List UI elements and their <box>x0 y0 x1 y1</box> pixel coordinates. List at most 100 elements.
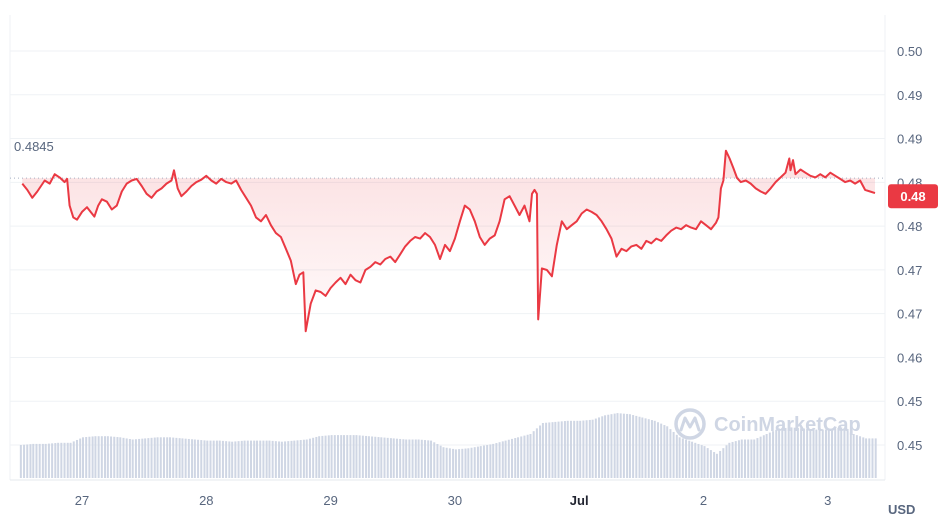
volume-bar <box>35 443 38 478</box>
volume-bar <box>454 449 457 478</box>
volume-bar <box>607 414 610 478</box>
volume-bar <box>218 440 221 478</box>
volume-bar <box>175 437 178 478</box>
volume-bar <box>541 423 544 478</box>
volume-bar <box>181 438 184 478</box>
volume-bar <box>706 448 709 478</box>
volume-bar <box>280 441 283 478</box>
volume-bar <box>430 440 433 478</box>
volume-bar <box>573 420 576 478</box>
volume-bar <box>305 439 308 478</box>
volume-bar <box>622 413 625 478</box>
volume-bar <box>88 436 91 478</box>
price-area-down <box>22 150 876 332</box>
x-tick-label: 29 <box>323 493 337 508</box>
volume-bar <box>700 445 703 478</box>
volume-bar <box>476 446 479 478</box>
volume-bar <box>604 415 607 478</box>
volume-bar <box>75 439 78 478</box>
volume-bar <box>834 428 837 478</box>
volume-bar <box>598 417 601 478</box>
volume-bar <box>23 444 26 478</box>
y-tick-label: 0.50 <box>897 44 922 59</box>
volume-bar <box>91 436 94 478</box>
volume-bar <box>203 440 206 478</box>
volume-bar <box>638 416 641 478</box>
current-price-badge: 0.48 <box>888 184 938 209</box>
volume-bar <box>504 440 507 478</box>
volume-bar <box>539 425 542 478</box>
y-tick-label: 0.45 <box>897 394 922 409</box>
volume-bar <box>588 419 591 478</box>
volume-bar <box>787 427 790 478</box>
volume-bar <box>517 437 520 478</box>
volume-bar <box>153 437 156 478</box>
volume-bar <box>486 444 489 478</box>
volume-bar <box>287 441 290 478</box>
volume-bar <box>72 441 75 478</box>
volume-bar <box>128 438 131 478</box>
volume-bar <box>436 443 439 478</box>
volume-bar <box>225 441 228 478</box>
volume-bar <box>694 442 697 478</box>
volume-bar <box>169 437 172 478</box>
y-axis: 0.50 0.49 0.49 0.48 0.48 0.47 0.47 0.46 0.45 0.45 <box>897 44 922 453</box>
volume-bar <box>859 436 862 478</box>
volume-bar <box>237 441 240 478</box>
volume-bar <box>243 440 246 478</box>
volume-bar <box>147 438 150 478</box>
y-tick-label: 0.45 <box>897 438 922 453</box>
volume-bar <box>582 420 585 478</box>
volume-bar <box>284 441 287 478</box>
volume-bar <box>713 452 716 478</box>
volume-bar <box>417 439 420 478</box>
volume-bar <box>560 421 563 478</box>
volume-bar <box>800 428 803 478</box>
volume-bar <box>855 435 858 478</box>
volume-bar <box>402 439 405 478</box>
volume-bar <box>837 427 840 478</box>
volume-bar <box>458 449 461 478</box>
volume-bar <box>119 437 122 478</box>
volume-bar <box>41 443 44 478</box>
y-tick-label: 0.47 <box>897 307 922 322</box>
volume-bar <box>685 439 688 478</box>
volume-bar <box>178 438 181 478</box>
watermark-text: CoinMarketCap <box>714 414 861 436</box>
volume-bar <box>395 438 398 478</box>
volume-bar <box>452 448 455 478</box>
volume-bar <box>759 436 762 478</box>
volume-bar <box>626 413 629 478</box>
volume-bar <box>51 443 54 478</box>
volume-bar <box>424 440 427 478</box>
volume-bar <box>44 443 47 478</box>
volume-bar <box>467 448 470 478</box>
volume-bar <box>507 439 510 478</box>
volume-bar <box>616 413 619 478</box>
volume-bar <box>846 430 849 478</box>
volume-bar <box>688 440 691 478</box>
volume-bar <box>501 441 504 478</box>
volume-bar <box>576 420 579 478</box>
volume-bar <box>383 437 386 478</box>
volume-bar <box>206 440 209 478</box>
volume-bar <box>653 420 656 478</box>
volume-bar <box>427 440 430 478</box>
volume-bar <box>554 421 557 478</box>
volume-bar <box>725 445 728 478</box>
volume-bar <box>29 444 32 478</box>
volume-bar <box>278 441 281 478</box>
volume-bar <box>563 421 566 478</box>
reference-price-label: 0.4845 <box>14 139 54 154</box>
volume-bar <box>569 420 572 478</box>
volume-bar <box>420 439 423 478</box>
coinmarketcap-watermark: CoinMarketCap <box>674 408 861 440</box>
volume-bar <box>566 420 569 478</box>
volume-bar <box>104 436 107 478</box>
volume-bar <box>106 436 109 478</box>
volume-bar <box>26 444 29 478</box>
volume-bar <box>389 438 392 478</box>
volume-bar <box>743 439 746 478</box>
volume-bar <box>678 437 681 478</box>
